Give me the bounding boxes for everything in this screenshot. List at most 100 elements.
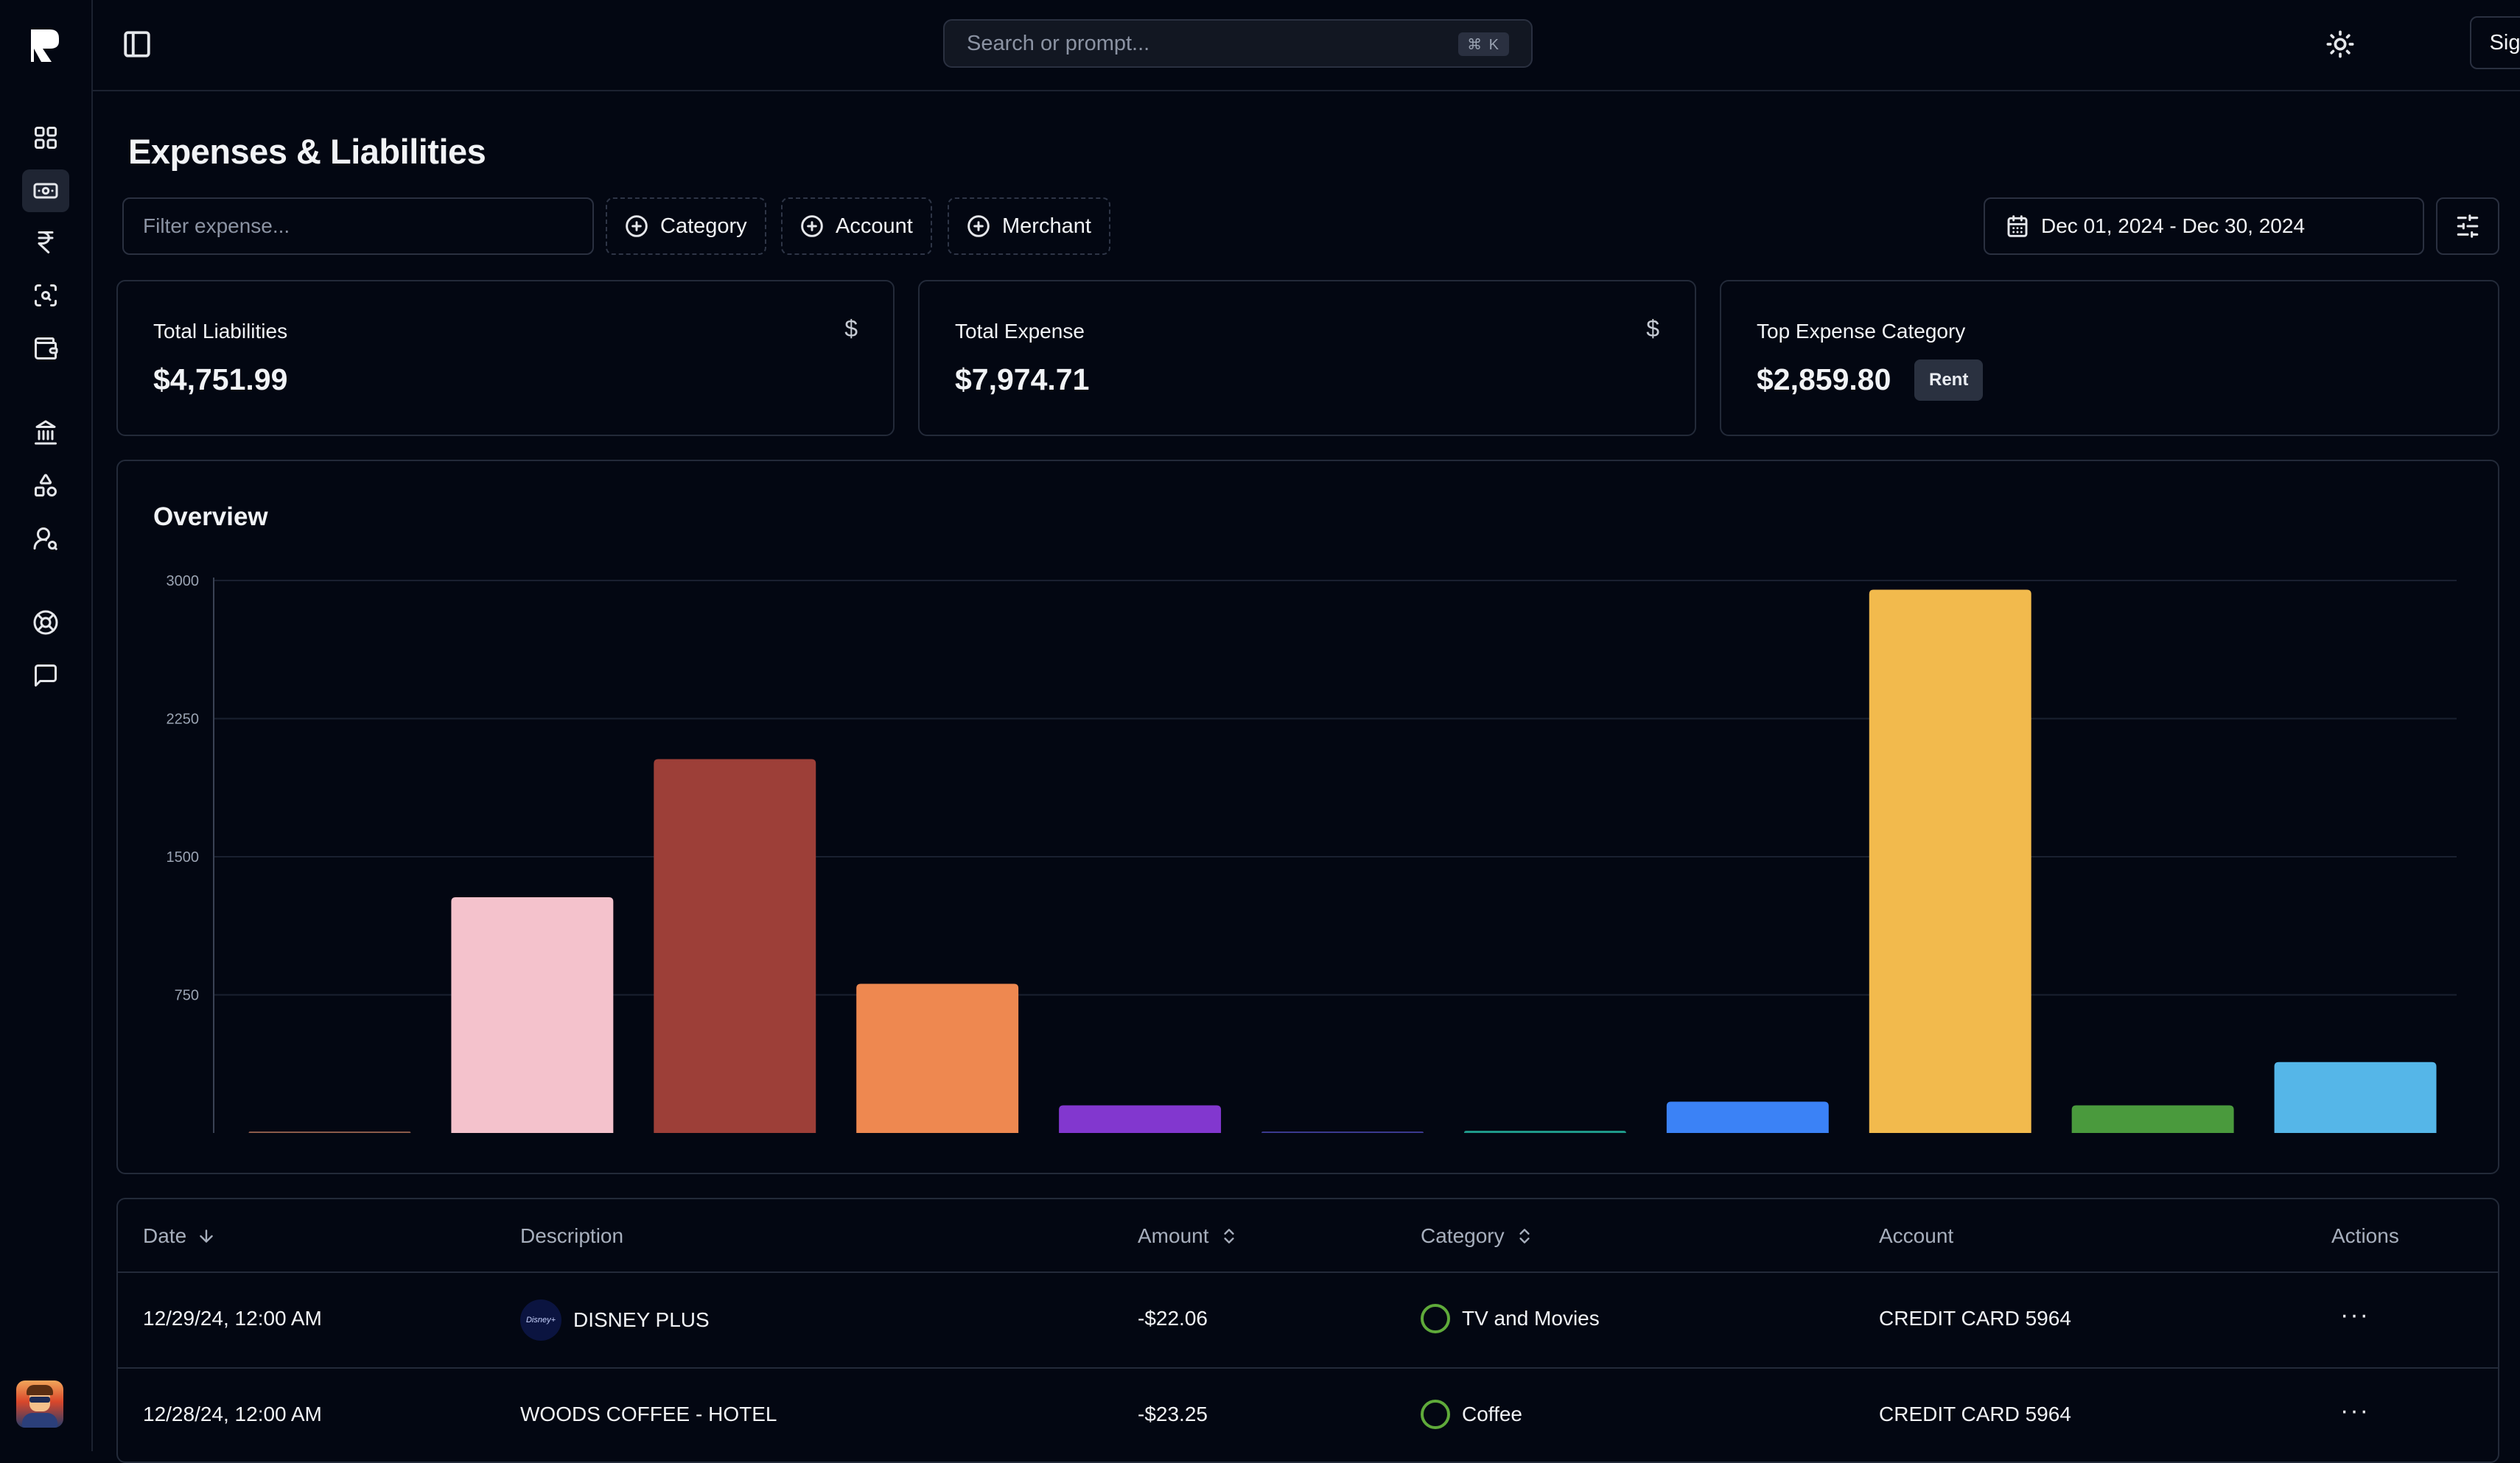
- panel-left-icon: [124, 31, 150, 57]
- dashboard-icon: [35, 127, 57, 149]
- shapes-icon: [35, 474, 57, 497]
- total-expense-card: Total Expense $ $7,974.71: [918, 280, 1696, 436]
- total-liabilities-card: Total Liabilities $ $4,751.99: [116, 280, 895, 436]
- row-description: Disney+ DISNEY PLUS: [520, 1299, 710, 1341]
- chart-bar: [1666, 1101, 1829, 1133]
- merchant-filter-button[interactable]: Merchant: [948, 197, 1110, 255]
- chart-bar: [2274, 1062, 2437, 1133]
- filter-settings-button[interactable]: [2436, 197, 2499, 255]
- search-input[interactable]: Search or prompt... ⌘ K: [943, 19, 1533, 68]
- expenses-table: Date Description Amount Category Account…: [116, 1198, 2499, 1463]
- rupee-icon: [38, 231, 54, 253]
- app-logo[interactable]: [28, 27, 62, 65]
- column-header-category[interactable]: Category: [1421, 1224, 1534, 1248]
- user-settings-icon: [33, 527, 57, 550]
- chart-bar: [654, 759, 816, 1133]
- sidebar-toggle-button[interactable]: [119, 27, 155, 62]
- top-expense-category-card: Top Expense Category $2,859.80 Rent: [1720, 280, 2499, 436]
- column-header-amount[interactable]: Amount: [1138, 1224, 1239, 1248]
- arrow-down-icon: [200, 1229, 213, 1243]
- wallet-icon: [35, 337, 58, 359]
- y-tick-label: 2250: [167, 712, 200, 728]
- search-placeholder: Search or prompt...: [967, 31, 1150, 55]
- overview-panel: Overview 750 1500 2250 3000: [116, 460, 2499, 1174]
- y-tick-label: 3000: [167, 573, 200, 589]
- column-header-description: Description: [520, 1224, 624, 1247]
- sidebar-item-accounts[interactable]: [22, 411, 69, 454]
- chart-bar: [2071, 1105, 2234, 1133]
- card-value: $4,751.99: [153, 362, 288, 396]
- chevrons-up-down-icon: [1223, 1229, 1234, 1243]
- category-ring-icon: [1421, 1304, 1450, 1333]
- column-header-actions: Actions: [2331, 1224, 2399, 1247]
- sidebar-item-expenses[interactable]: [22, 169, 69, 212]
- account-filter-button[interactable]: Account: [781, 197, 932, 255]
- sidebar-item-income[interactable]: [22, 221, 69, 264]
- card-value: $2,859.80: [1757, 362, 1891, 396]
- sidebar-item-scan[interactable]: [22, 274, 69, 317]
- avatar[interactable]: [16, 1380, 63, 1428]
- y-tick-label: 1500: [167, 849, 200, 866]
- row-category[interactable]: TV and Movies: [1421, 1304, 1600, 1333]
- row-date: 12/28/24, 12:00 AM: [143, 1403, 322, 1425]
- sidebar-item-categories[interactable]: [22, 464, 69, 507]
- dollar-icon: $: [844, 315, 858, 342]
- category-badge: Rent: [1914, 359, 1984, 401]
- row-description: WOODS COFFEE - HOTEL: [520, 1403, 777, 1425]
- date-range-picker[interactable]: Dec 01, 2024 - Dec 30, 2024: [1984, 197, 2424, 255]
- chart-bar: [451, 897, 614, 1133]
- sidebar: [0, 0, 93, 1451]
- row-actions-button[interactable]: ···: [2340, 1397, 2370, 1425]
- filter-expense-input[interactable]: Filter expense...: [122, 197, 594, 255]
- filter-placeholder: Filter expense...: [143, 214, 290, 237]
- sidebar-item-profile[interactable]: [22, 517, 69, 560]
- category-ring-icon: [1421, 1400, 1450, 1429]
- chat-icon: [35, 664, 57, 687]
- chart-bar: [1261, 1132, 1424, 1133]
- plus-circle-icon: [967, 215, 990, 237]
- column-header-account: Account: [1879, 1224, 1954, 1247]
- sidebar-item-dashboard[interactable]: [22, 116, 69, 159]
- chip-label: Account: [836, 214, 913, 238]
- overview-title: Overview: [153, 502, 268, 531]
- sidebar-item-wallet[interactable]: [22, 327, 69, 370]
- chip-label: Category: [660, 214, 747, 238]
- row-account: CREDIT CARD 5964: [1879, 1403, 2071, 1425]
- help-icon: [33, 610, 58, 635]
- overview-bar-chart: 750 1500 2250 3000: [167, 573, 2457, 1133]
- plus-circle-icon: [801, 215, 823, 237]
- table-row[interactable]: 12/29/24, 12:00 AM Disney+ DISNEY PLUS -…: [118, 1273, 2498, 1369]
- table-row[interactable]: 12/28/24, 12:00 AM WOODS COFFEE - HOTEL …: [118, 1369, 2498, 1462]
- sign-out-button[interactable]: Sign Out: [2470, 16, 2520, 69]
- card-value: $7,974.71: [955, 362, 1090, 396]
- sliders-icon: [2457, 214, 2479, 238]
- card-label: Top Expense Category: [1757, 320, 1966, 343]
- plus-circle-icon: [626, 215, 648, 237]
- card-label: Total Expense: [955, 320, 1085, 343]
- chart-bar: [248, 1132, 411, 1133]
- row-amount: -$23.25: [1138, 1403, 1208, 1425]
- row-amount: -$22.06: [1138, 1307, 1208, 1330]
- row-actions-button[interactable]: ···: [2340, 1301, 2370, 1329]
- chart-bar: [856, 983, 1019, 1133]
- row-date: 12/29/24, 12:00 AM: [143, 1307, 322, 1330]
- y-tick-label: 750: [175, 988, 199, 1004]
- chart-bar: [1463, 1131, 1626, 1133]
- column-header-date[interactable]: Date: [143, 1224, 216, 1248]
- merchant-logo: Disney+: [520, 1299, 561, 1341]
- sun-icon: [2326, 30, 2354, 58]
- calendar-icon: [2007, 215, 2028, 237]
- money-icon: [33, 183, 58, 199]
- row-category[interactable]: Coffee: [1421, 1400, 1522, 1429]
- sidebar-item-help[interactable]: [22, 601, 69, 644]
- date-range-label: Dec 01, 2024 - Dec 30, 2024: [2041, 214, 2306, 237]
- topbar: Search or prompt... ⌘ K Sign Out: [93, 0, 2520, 91]
- bank-icon: [35, 420, 57, 445]
- scan-icon: [35, 284, 57, 306]
- theme-toggle-button[interactable]: [2321, 25, 2359, 63]
- chart-bar: [1059, 1105, 1222, 1133]
- page-title: Expenses & Liabilities: [128, 132, 486, 171]
- category-filter-button[interactable]: Category: [606, 197, 766, 255]
- chevrons-up-down-icon: [1519, 1229, 1530, 1243]
- sidebar-item-chat[interactable]: [22, 654, 69, 697]
